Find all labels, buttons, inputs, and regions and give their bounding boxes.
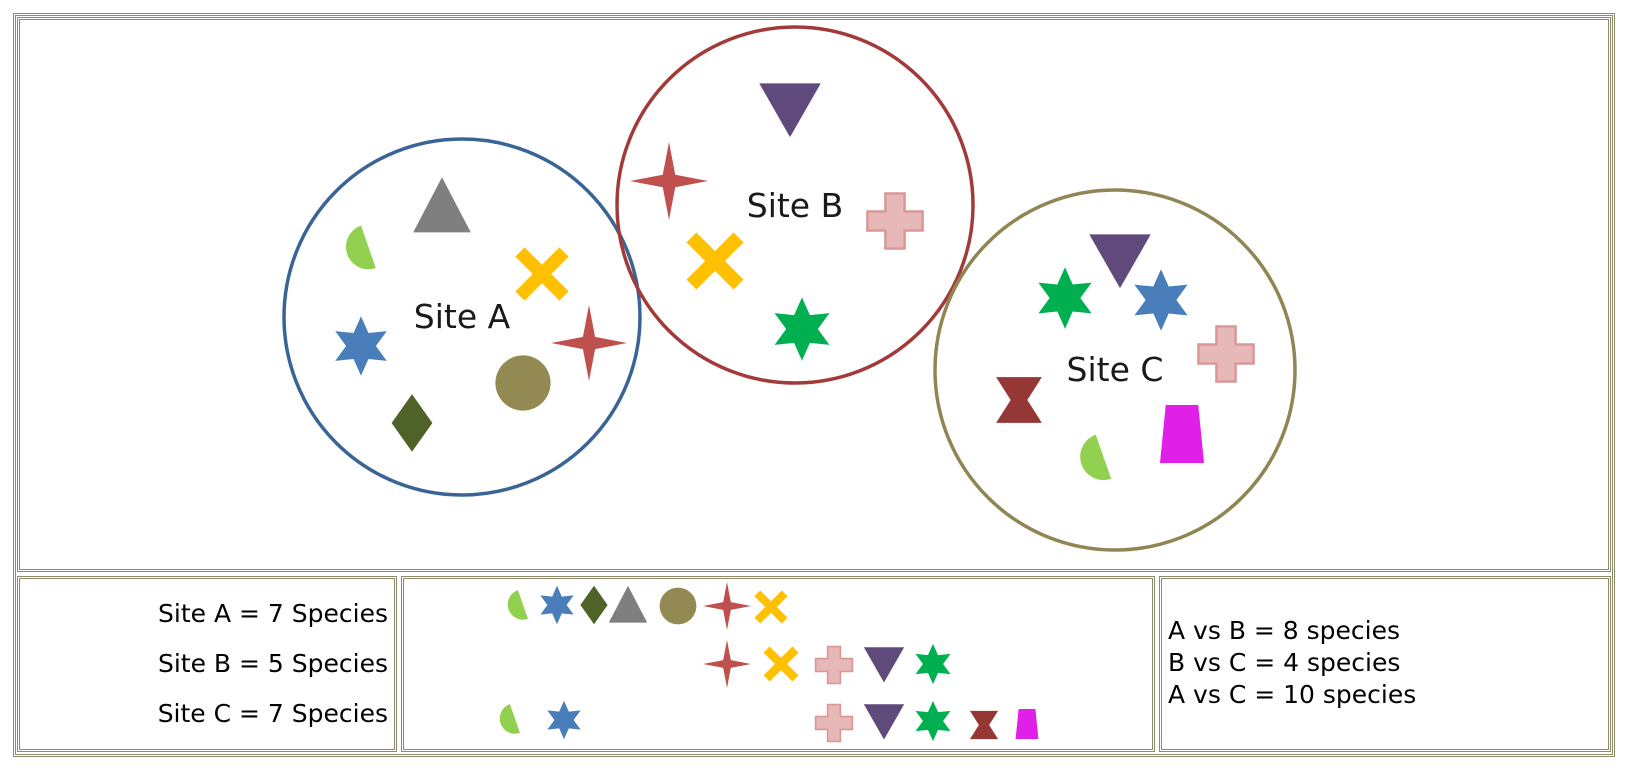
pink-plus-icon [866, 192, 924, 250]
purple-inverted-triangle-icon [863, 647, 905, 683]
purple-inverted-triangle-icon [863, 704, 905, 740]
red-four-point-star-icon [703, 582, 751, 630]
red-four-point-star-icon [703, 640, 751, 688]
site-a-label: Site A [414, 297, 511, 336]
maroon-hourglass-icon [969, 710, 999, 740]
olive-diamond-icon [580, 585, 608, 625]
magenta-trapezoid-icon [1159, 405, 1205, 463]
green-semicircle-icon [340, 224, 376, 275]
blue-star-icon [1134, 269, 1188, 331]
green-star-icon [1038, 267, 1092, 329]
green-semicircle-icon [496, 703, 520, 738]
table-frame [13, 13, 1615, 757]
species-count-cell: Site A = 7 Species Site B = 5 Species Si… [17, 576, 397, 752]
pink-plus-icon [814, 703, 854, 743]
site-b-count: Site B = 5 Species [157, 649, 388, 678]
yellow-cross-icon [754, 590, 788, 624]
maroon-hourglass-icon [996, 377, 1042, 423]
red-four-point-star-icon [551, 305, 627, 381]
species-icon-rows [496, 582, 1039, 743]
comparison-cell: A vs B = 8 species B vs C = 4 species A … [1159, 576, 1611, 752]
site-b-circle [615, 25, 975, 385]
blue-star-icon [547, 700, 581, 740]
olive-diamond-icon [391, 394, 433, 452]
blue-star-icon [335, 316, 387, 376]
purple-inverted-triangle-icon [759, 83, 821, 138]
khaki-circle-icon [495, 355, 551, 411]
gray-triangle-icon [413, 177, 471, 233]
site-c-count: Site C = 7 Species [157, 699, 388, 728]
site-b-label: Site B [747, 186, 844, 225]
green-semicircle-icon [1074, 433, 1112, 486]
site-c-label: Site C [1067, 350, 1164, 389]
yellow-cross-icon [763, 646, 799, 682]
khaki-circle-icon [659, 587, 697, 625]
species-icons-cell [401, 576, 1155, 752]
blue-star-icon [540, 585, 574, 625]
pink-plus-icon [1197, 325, 1255, 383]
site-a-count: Site A = 7 Species [158, 599, 388, 628]
yellow-cross-icon [686, 232, 744, 290]
red-four-point-star-icon [630, 142, 708, 220]
site-diagram-cell: Site A Site B Site C [17, 17, 1611, 572]
magenta-trapezoid-icon [1015, 709, 1039, 739]
gray-triangle-icon [608, 585, 648, 623]
green-semicircle-icon [504, 589, 528, 624]
a-vs-b-comparison: A vs B = 8 species [1168, 616, 1401, 645]
b-vs-c-comparison: B vs C = 4 species [1168, 648, 1401, 677]
green-star-icon [774, 297, 830, 361]
site-a-circle [282, 137, 642, 497]
purple-inverted-triangle-icon [1089, 234, 1151, 289]
yellow-cross-icon [515, 247, 569, 301]
a-vs-c-comparison: A vs C = 10 species [1168, 680, 1417, 709]
pink-plus-icon [814, 645, 854, 685]
site-c-circle [933, 188, 1297, 552]
green-star-icon [915, 700, 951, 742]
green-star-icon [915, 643, 951, 685]
site-diagram: Site A Site B Site C [282, 25, 1297, 552]
